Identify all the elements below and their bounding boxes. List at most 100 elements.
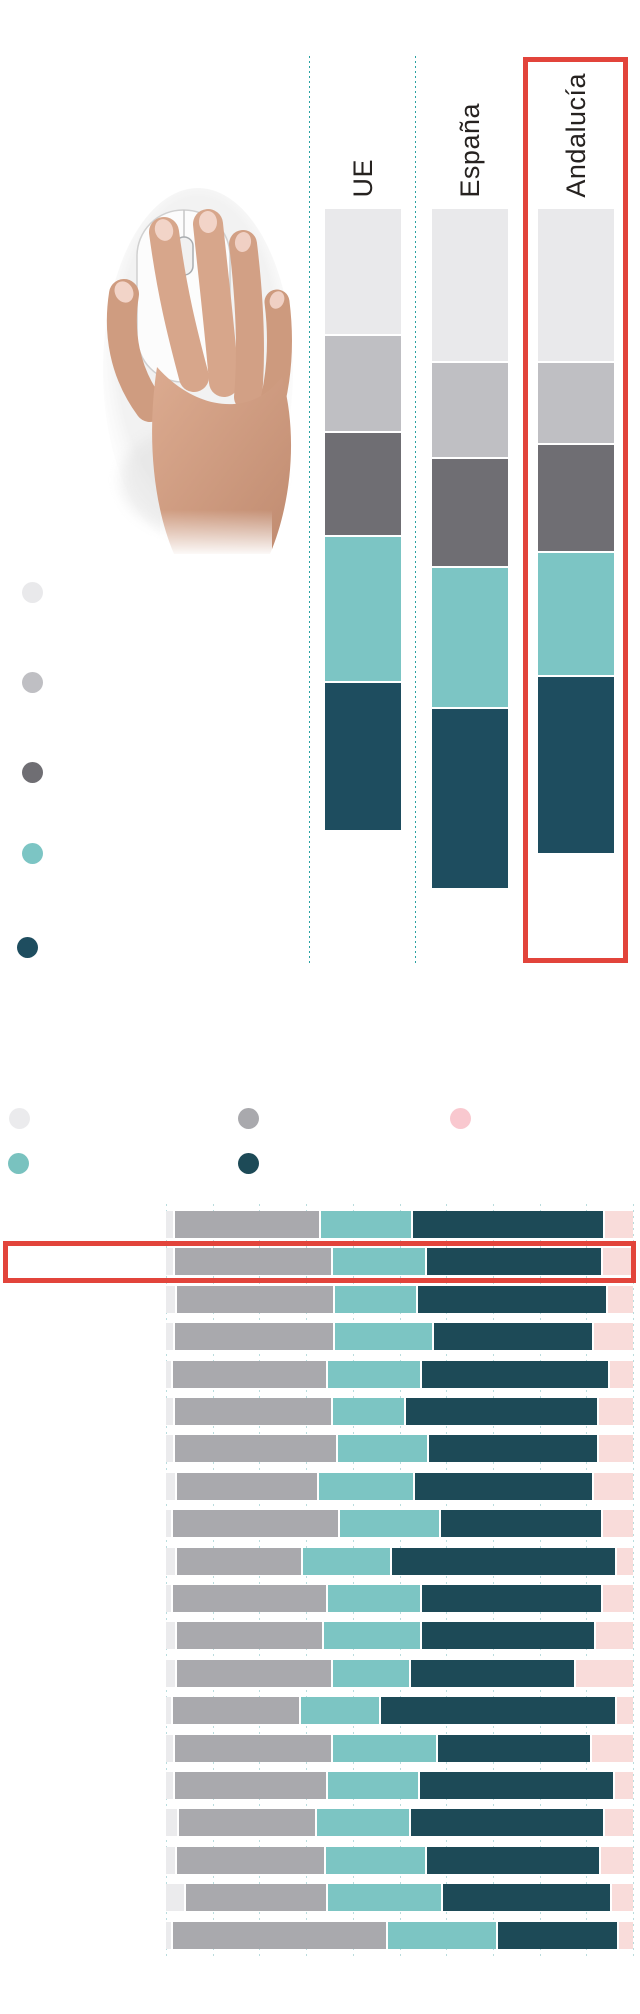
bar-row-18 bbox=[166, 1847, 633, 1874]
row-segment-pink bbox=[591, 1735, 634, 1762]
bar-row-15 bbox=[166, 1735, 634, 1762]
row-segment-gray bbox=[174, 1323, 334, 1350]
bar-label: España bbox=[454, 103, 485, 198]
bar-segment-segment-lightest-gray bbox=[538, 209, 614, 361]
bar-segment-segment-dark-teal bbox=[325, 683, 401, 830]
bar-segment-segment-teal bbox=[432, 568, 508, 707]
row-segment-teal bbox=[321, 1211, 411, 1238]
legend-dot-category-gray bbox=[237, 1107, 259, 1129]
row-segment-dark-teal bbox=[426, 1248, 602, 1275]
bar-row-9 bbox=[166, 1510, 633, 1537]
row-segment-pink bbox=[594, 1323, 634, 1350]
vertical-gridline bbox=[259, 1204, 260, 1956]
row-segment-pink bbox=[616, 1697, 633, 1724]
bar-segment-segment-teal bbox=[538, 553, 614, 675]
row-segment-gray bbox=[174, 1398, 331, 1425]
row-segment-pink bbox=[614, 1772, 633, 1799]
row-segment-lightest-gray bbox=[166, 1398, 173, 1425]
row-segment-dark-teal bbox=[440, 1510, 602, 1537]
row-segment-teal bbox=[335, 1286, 416, 1313]
bar-row-8 bbox=[166, 1473, 634, 1500]
row-segment-pink bbox=[607, 1286, 634, 1313]
highlight-rect-andalucia bbox=[523, 57, 628, 963]
row-segment-gray bbox=[172, 1510, 338, 1537]
row-segment-dark-teal bbox=[412, 1211, 604, 1238]
row-segment-dark-teal bbox=[415, 1473, 592, 1500]
vertical-gridline bbox=[586, 1204, 587, 1956]
row-segment-dark-teal bbox=[438, 1735, 590, 1762]
legend-dot-category-5-dark-teal bbox=[16, 936, 38, 958]
row-segment-gray bbox=[172, 1922, 387, 1949]
bar-label-box: España bbox=[420, 40, 520, 198]
row-segment-pink bbox=[603, 1585, 633, 1612]
row-segment-lightest-gray bbox=[166, 1361, 171, 1388]
bar-segment-segment-gray bbox=[538, 363, 614, 443]
bar-segment-segment-dark-teal bbox=[538, 677, 614, 853]
hand-on-mouse-image bbox=[103, 188, 293, 562]
row-segment-gray bbox=[172, 1361, 327, 1388]
vertical-gridline bbox=[633, 1204, 634, 1956]
row-segment-gray bbox=[174, 1735, 331, 1762]
bar-row-2 bbox=[166, 1248, 633, 1275]
row-segment-teal bbox=[328, 1361, 421, 1388]
hand bbox=[106, 209, 293, 562]
bar-row-3 bbox=[166, 1286, 634, 1313]
row-segment-dark-teal bbox=[392, 1548, 615, 1575]
row-segment-gray bbox=[177, 1286, 334, 1313]
row-segment-pink bbox=[619, 1922, 633, 1949]
row-segment-lightest-gray bbox=[166, 1847, 176, 1874]
row-segment-pink bbox=[605, 1211, 633, 1238]
bar-row-20 bbox=[166, 1922, 633, 1949]
row-segment-dark-teal bbox=[433, 1323, 592, 1350]
stacked-bar-ue bbox=[325, 209, 401, 830]
row-segment-gray bbox=[186, 1884, 327, 1911]
row-segment-gray bbox=[174, 1211, 320, 1238]
row-segment-teal bbox=[339, 1510, 439, 1537]
row-segment-pink bbox=[605, 1809, 633, 1836]
row-segment-lightest-gray bbox=[166, 1809, 178, 1836]
row-segment-lightest-gray bbox=[166, 1548, 176, 1575]
bar-segment-segment-dark-gray bbox=[538, 445, 614, 551]
row-segment-gray bbox=[172, 1697, 299, 1724]
row-segment-dark-teal bbox=[406, 1398, 597, 1425]
legend-dot-category-teal bbox=[7, 1152, 29, 1174]
dotted-separator-line bbox=[309, 56, 310, 963]
row-segment-gray bbox=[174, 1435, 336, 1462]
stacked-bar-espaa bbox=[432, 209, 508, 888]
highlight-rect-row bbox=[3, 1241, 636, 1283]
row-segment-teal bbox=[300, 1697, 379, 1724]
row-segment-teal bbox=[332, 1660, 409, 1687]
row-segment-gray bbox=[177, 1622, 322, 1649]
row-segment-lightest-gray bbox=[166, 1473, 176, 1500]
bar-row-16 bbox=[166, 1772, 633, 1799]
row-segment-teal bbox=[303, 1548, 391, 1575]
row-segment-lightest-gray bbox=[166, 1622, 176, 1649]
row-segment-gray bbox=[174, 1248, 331, 1275]
vertical-gridline bbox=[540, 1204, 541, 1956]
row-segment-lightest-gray bbox=[166, 1510, 171, 1537]
bar-row-13 bbox=[166, 1660, 633, 1687]
row-segment-dark-teal bbox=[410, 1660, 574, 1687]
row-segment-lightest-gray bbox=[166, 1286, 176, 1313]
row-segment-gray bbox=[177, 1548, 302, 1575]
bar-row-1 bbox=[166, 1211, 633, 1238]
legend-dot-category-1-lightest-gray bbox=[21, 581, 43, 603]
row-segment-dark-teal bbox=[442, 1884, 611, 1911]
bar-segment-segment-teal bbox=[325, 537, 401, 681]
row-segment-teal bbox=[337, 1435, 428, 1462]
row-segment-pink bbox=[594, 1473, 634, 1500]
bar-segment-segment-dark-teal bbox=[432, 709, 508, 888]
bar-label-box: UE bbox=[313, 40, 413, 198]
stacked-bar-andaluca bbox=[538, 209, 614, 853]
row-segment-dark-teal bbox=[410, 1809, 604, 1836]
bar-segment-segment-lightest-gray bbox=[325, 209, 401, 334]
bar-segment-segment-lightest-gray bbox=[432, 209, 508, 361]
row-segment-teal bbox=[319, 1473, 414, 1500]
bar-row-4 bbox=[166, 1323, 634, 1350]
vertical-gridline bbox=[353, 1204, 354, 1956]
row-segment-lightest-gray bbox=[166, 1697, 171, 1724]
bar-row-17 bbox=[166, 1809, 633, 1836]
row-segment-gray bbox=[174, 1772, 327, 1799]
bar-row-5 bbox=[166, 1361, 633, 1388]
legend-dot-category-lightest-gray bbox=[8, 1107, 30, 1129]
